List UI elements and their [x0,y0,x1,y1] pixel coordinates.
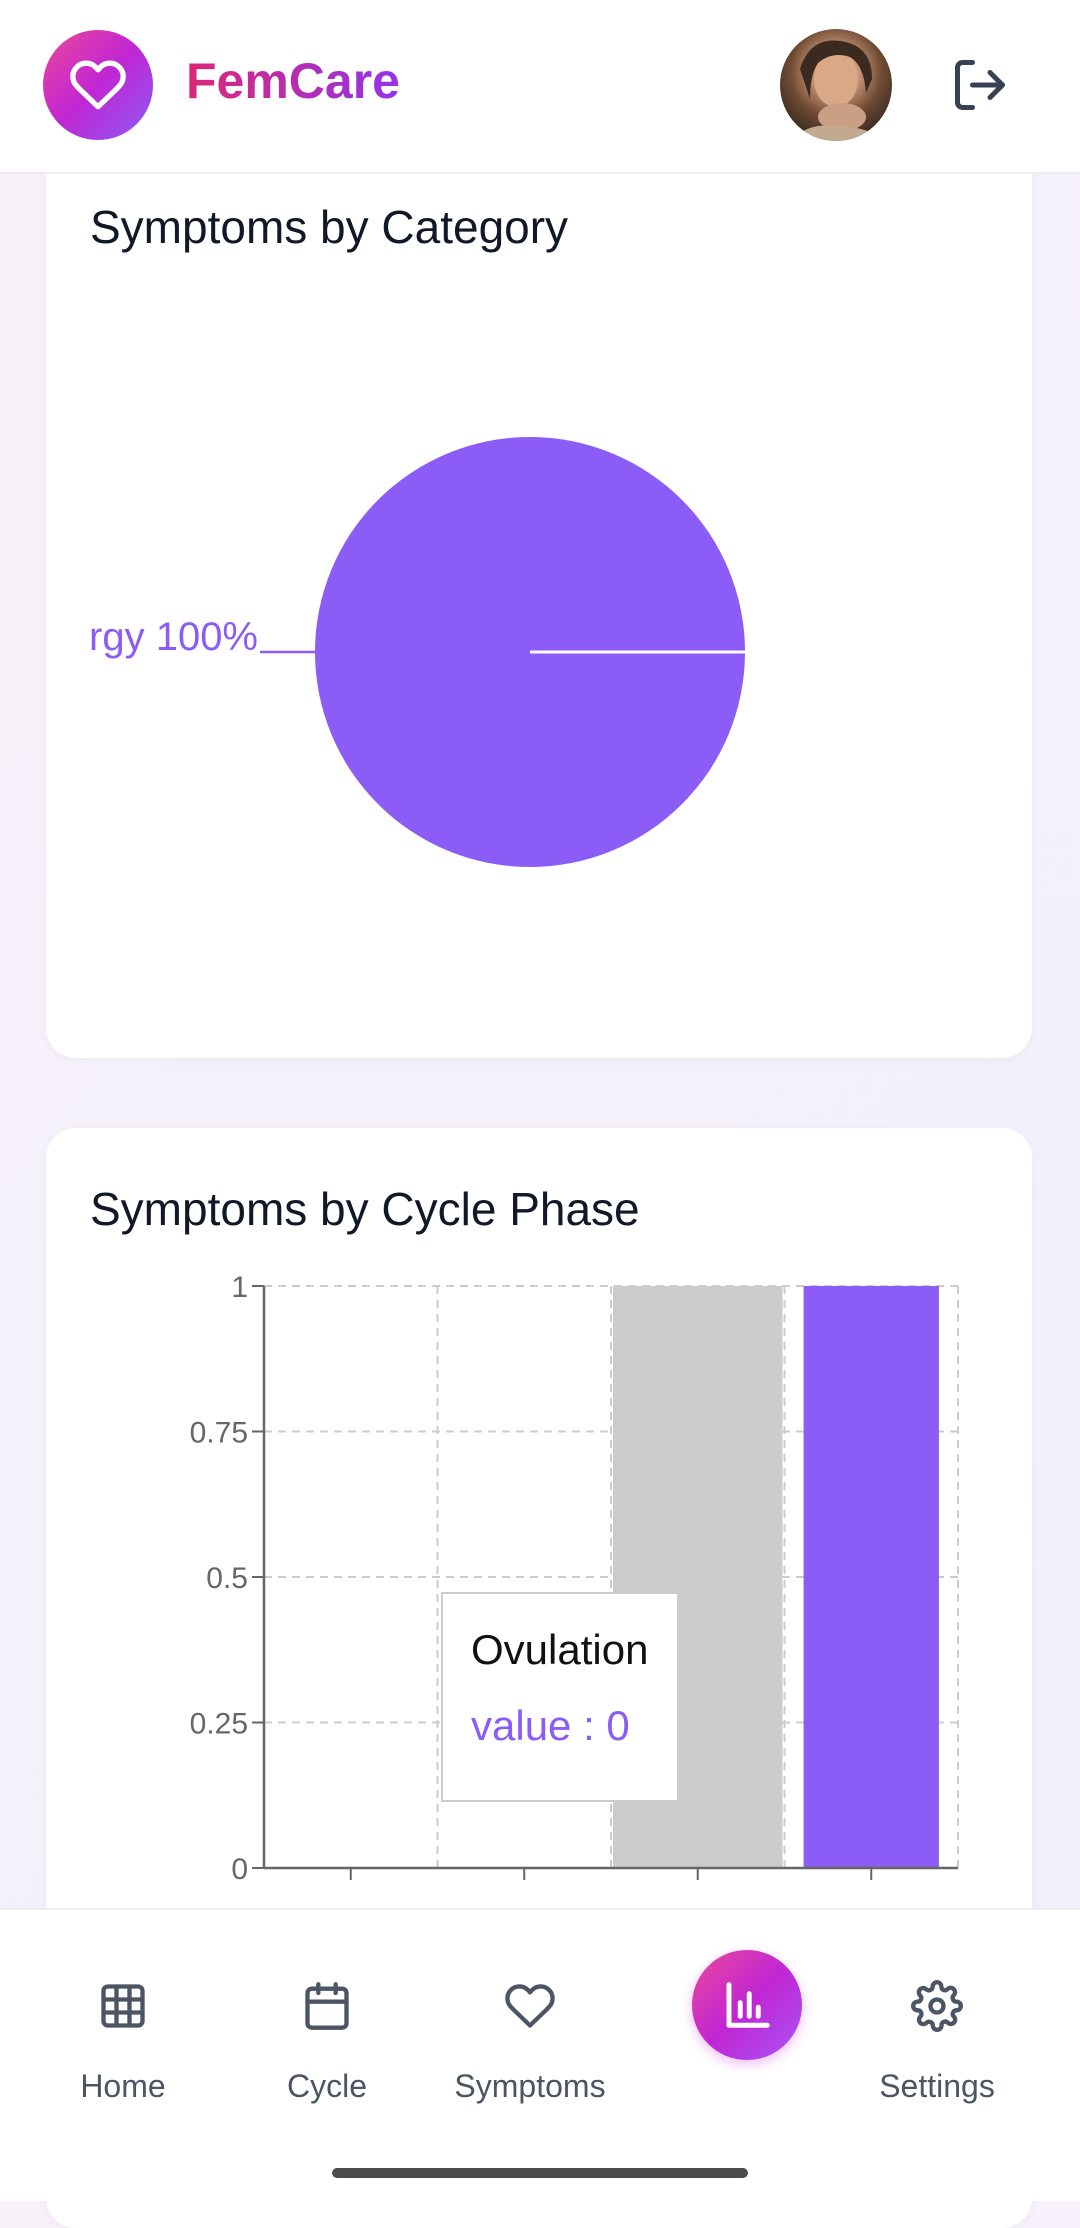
tooltip-label: Ovulation [471,1626,649,1673]
nav-label-settings: Settings [879,2068,995,2104]
bar [803,1286,939,1868]
bar-chart-icon [726,1982,770,2028]
nav-item-settings[interactable]: Settings [847,1980,1027,2105]
heart-icon [505,1984,555,2028]
nav-label-cycle: Cycle [286,2068,367,2104]
bottom-nav: Home Cycle Symptoms Settings [0,1908,1080,2201]
calendar-icon [305,1982,349,2030]
y-tick-label: 0.75 [190,1417,248,1450]
card-title: Symptoms by Cycle Phase [90,1183,640,1235]
chart-tooltip: Ovulation value : 0 [441,1592,679,1802]
y-tick-label: 0.25 [190,1708,248,1741]
nav-label-symptoms: Symptoms [454,2068,606,2104]
pie-chart[interactable]: rgy 100% [89,437,745,867]
y-tick-label: 0.5 [206,1562,248,1595]
logout-icon [955,60,1005,110]
home-indicator [332,2168,748,2178]
nav-item-symptoms[interactable]: Symptoms [440,1980,620,2105]
logout-button[interactable] [950,55,1010,115]
nav-item-home[interactable]: Home [33,1980,213,2105]
y-tick-label: 0 [231,1853,248,1886]
y-tick-label: 1 [231,1271,248,1304]
nav-item-cycle[interactable]: Cycle [237,1980,417,2105]
tooltip-value: value : 0 [471,1702,630,1749]
app-logo [43,30,153,140]
app-title: FemCare [186,53,400,109]
avatar[interactable] [780,29,892,141]
nav-item-analytics[interactable] [692,1950,802,2060]
grid-icon [101,1984,145,2028]
card-title: Symptoms by Category [90,201,569,253]
nav-label-home: Home [80,2068,166,2104]
avatar-image [790,40,884,141]
app-header: FemCare [0,0,1080,174]
gear-icon [911,1980,963,2032]
pie-slice-label: rgy 100% [89,615,258,659]
heart-icon [70,60,126,110]
